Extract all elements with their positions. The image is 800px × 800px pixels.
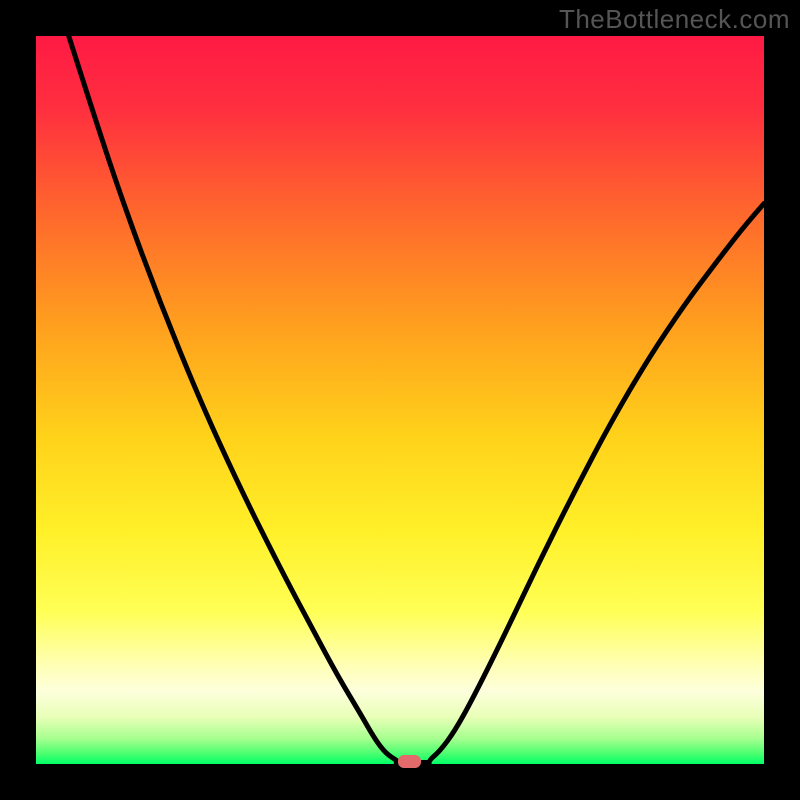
- chart-frame: [0, 0, 800, 800]
- chart-root: TheBottleneck.com: [0, 0, 800, 800]
- bottleneck-curve: [69, 36, 764, 763]
- plot-area: [36, 36, 764, 764]
- watermark-text: TheBottleneck.com: [559, 4, 790, 35]
- optimal-point-marker: [398, 755, 421, 768]
- plot-svg: [36, 36, 764, 764]
